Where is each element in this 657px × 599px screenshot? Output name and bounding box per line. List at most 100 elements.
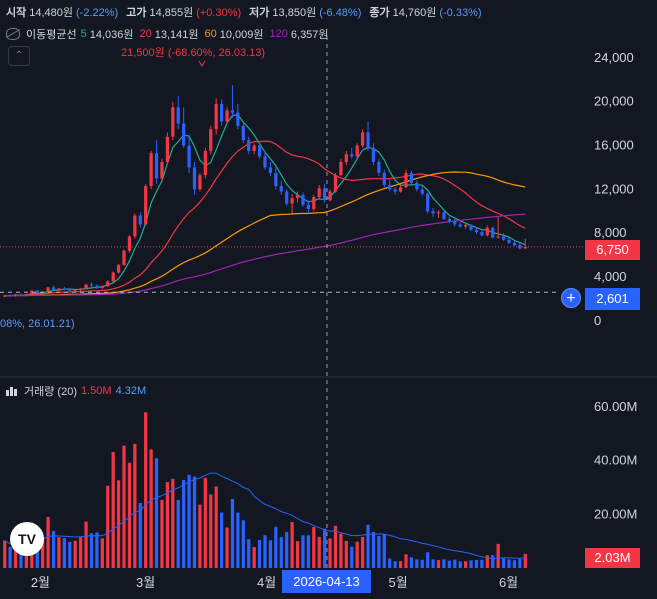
volume-bar (198, 504, 202, 568)
candle-body (89, 284, 94, 286)
price-tick-label: 20,000 (594, 94, 634, 109)
candle-body (285, 191, 289, 204)
volume-bar (393, 561, 397, 568)
candle-body (485, 227, 489, 236)
candle-body (371, 147, 376, 162)
candle-body (57, 288, 61, 290)
volume-bar (371, 532, 376, 568)
close-value: 14,760원 (392, 7, 437, 19)
price-tick-label: 24,000 (594, 50, 634, 65)
volume-bar (415, 559, 419, 568)
candle-body (198, 175, 202, 190)
candle-body (165, 136, 170, 162)
ma20-value: 13,141원 (154, 29, 199, 41)
volume-bar (447, 560, 451, 568)
volume-bar (236, 512, 240, 568)
volume-value-1: 1.50M (80, 385, 112, 397)
volume-bar (111, 451, 115, 568)
time-tick-label: 4월 (257, 575, 276, 590)
volume-tick-label: 20.00M (594, 506, 637, 521)
volume-bar (57, 537, 61, 568)
price-tick-label: 0 (594, 313, 601, 328)
peak-marker (198, 60, 206, 67)
volume-bar (512, 560, 517, 568)
volume-bar (426, 552, 430, 568)
low-label: 저가 (249, 7, 270, 19)
volume-bar (247, 539, 251, 568)
candle-body (507, 239, 511, 243)
volume-tick-label: 40.00M (594, 453, 637, 468)
volume-bar (453, 559, 457, 568)
price-axis: 24,000 20,000 16,000 12,000 8,000 4,000 0 60.00… (31, 50, 638, 590)
volume-bar (149, 449, 153, 568)
time-tick-label: 5월 (389, 575, 408, 590)
volume-bar (24, 547, 29, 568)
candle-body (122, 250, 126, 265)
volume-bar (333, 525, 338, 568)
candle-body (24, 294, 29, 296)
volume-bar (46, 517, 50, 568)
volume-bar (257, 539, 262, 568)
open-value: 14,480원 (29, 7, 74, 19)
volume-bar (89, 533, 94, 568)
volume-bar (480, 559, 484, 568)
candle-body (247, 140, 251, 151)
add-alert-button[interactable]: + (561, 288, 581, 308)
volume-bar (241, 520, 245, 568)
ma5-period: 5 (80, 28, 87, 40)
low-change: (-6.48%) (319, 7, 362, 19)
candle-body (160, 161, 164, 179)
volume-bar (458, 561, 462, 568)
volume-bar (73, 540, 77, 568)
candle-body (312, 197, 316, 210)
volume-bar (230, 498, 235, 568)
candle-body (447, 218, 451, 222)
candle-body (192, 167, 197, 190)
candle-body (496, 236, 500, 238)
candle-body (182, 123, 186, 146)
candle-body (171, 107, 175, 137)
candle-body (290, 198, 294, 204)
candle-body (176, 107, 180, 124)
volume-bar (360, 536, 365, 568)
volume-bar (464, 561, 468, 568)
volume-bar (171, 478, 175, 568)
volume-bar (203, 477, 207, 568)
collapse-legend-button[interactable]: ⌃ (8, 46, 30, 66)
volume-bar (290, 521, 294, 568)
eye-icon[interactable] (6, 28, 20, 40)
low-price-tag: 2,601 (585, 288, 640, 310)
volume-bar (295, 541, 300, 568)
ma120-value: 6,357원 (290, 29, 329, 41)
candle-body (388, 184, 392, 190)
volume-bar (144, 412, 148, 568)
volume-bar (176, 499, 180, 568)
volume-bar (279, 537, 283, 568)
volume-bar (106, 485, 110, 568)
open-label: 시작 (6, 7, 27, 19)
candle-body (133, 215, 137, 237)
volume-bar (431, 559, 435, 568)
candle-body (431, 211, 435, 214)
volume-bar (388, 558, 392, 568)
volume-ma-line (4, 472, 526, 560)
candle-body (51, 287, 56, 290)
tradingview-logo[interactable]: TV (10, 522, 44, 556)
moving-average-lines (4, 114, 526, 297)
volume-bar (350, 546, 354, 568)
price-tick-label: 8,000 (594, 225, 627, 240)
candle-body (79, 288, 83, 291)
candle-body (344, 154, 348, 162)
open-change: (-2.22%) (76, 7, 119, 19)
volume-bar (301, 535, 305, 568)
candle-body (100, 286, 104, 288)
ma20-period: 20 (139, 28, 152, 40)
volume-bar (182, 479, 186, 568)
candle-body (398, 187, 403, 192)
candle-body (377, 161, 381, 173)
ma60-period: 60 (204, 28, 217, 40)
volume-bar (420, 559, 424, 568)
candle-body (306, 204, 311, 210)
candle-body (295, 194, 300, 199)
